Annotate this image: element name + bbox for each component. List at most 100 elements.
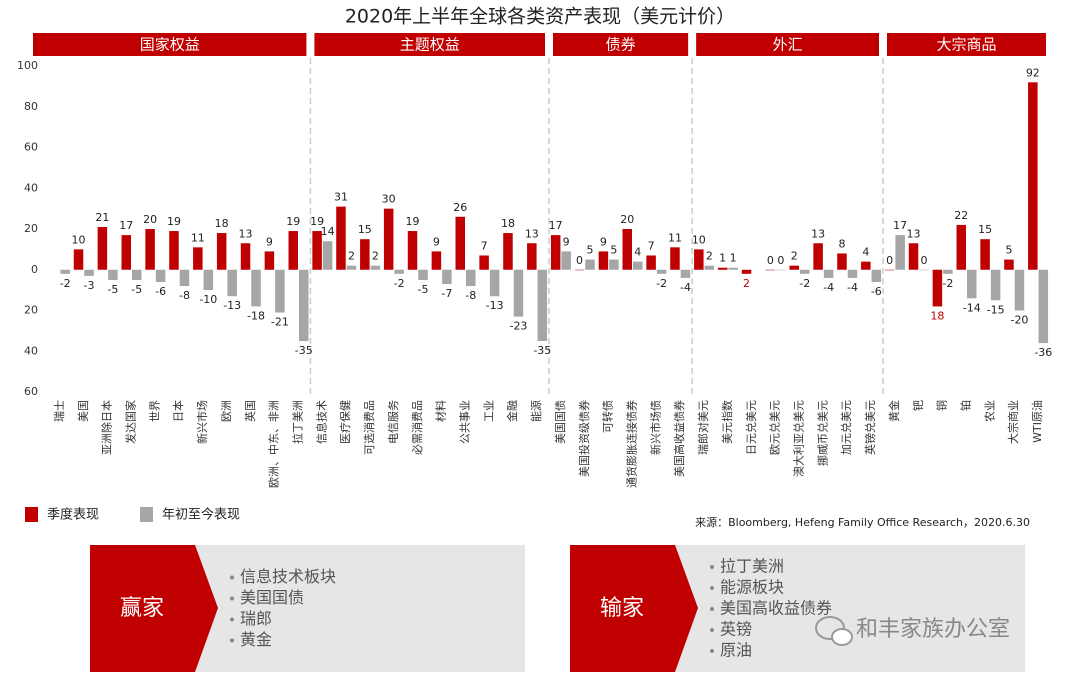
data-label: 2 bbox=[743, 277, 750, 290]
panel-title: 输家 bbox=[600, 596, 644, 621]
bar bbox=[479, 255, 489, 270]
panel-item: 拉丁美洲 bbox=[720, 557, 784, 576]
panel-item: 瑞郎 bbox=[240, 609, 272, 628]
data-label: 4 bbox=[862, 246, 869, 259]
group-label: 主题权益 bbox=[400, 36, 460, 54]
bar bbox=[967, 269, 977, 299]
data-label: 18 bbox=[501, 217, 515, 230]
x-tick-label: 挪威币兑美元 bbox=[815, 400, 829, 466]
wechat-icon bbox=[831, 628, 853, 646]
bullet bbox=[710, 607, 714, 611]
bar bbox=[956, 224, 966, 270]
data-label: 5 bbox=[587, 244, 594, 257]
data-label: 0 bbox=[777, 254, 784, 267]
data-label: -23 bbox=[509, 320, 527, 333]
bar bbox=[980, 239, 990, 270]
x-tick-label: 欧洲 bbox=[220, 400, 233, 422]
x-tick-label: 美国投资级债券 bbox=[577, 400, 591, 477]
data-label: 0 bbox=[767, 254, 774, 267]
data-label: -4 bbox=[847, 281, 858, 294]
data-label: 0 bbox=[921, 254, 928, 267]
bar bbox=[598, 251, 609, 270]
bar bbox=[908, 243, 919, 270]
bar bbox=[813, 243, 823, 270]
x-tick-label: 加元兑美元 bbox=[839, 400, 853, 455]
data-label: 14 bbox=[321, 225, 335, 238]
data-label: -20 bbox=[1010, 314, 1028, 327]
data-label: 4 bbox=[634, 246, 641, 259]
bar bbox=[394, 269, 404, 274]
data-label: -6 bbox=[871, 285, 882, 298]
y-tick-label: 40 bbox=[24, 344, 38, 357]
x-tick-label: 能源 bbox=[529, 400, 543, 422]
data-label: 2 bbox=[348, 250, 355, 263]
panel-item: 黄金 bbox=[240, 630, 272, 649]
data-label: -5 bbox=[107, 283, 118, 296]
x-tick-label: 澳大利亚兑美元 bbox=[792, 400, 806, 477]
data-label: 92 bbox=[1026, 66, 1040, 79]
chart-title: 2020年上半年全球各类资产表现（美元计价） bbox=[345, 6, 735, 28]
x-tick-label: 瑞郎对美元 bbox=[696, 400, 710, 455]
bar bbox=[622, 229, 632, 270]
bar bbox=[884, 269, 895, 271]
x-tick-label: 材料 bbox=[434, 400, 448, 422]
y-tick-label: 40 bbox=[24, 181, 38, 194]
data-label: 0 bbox=[886, 254, 893, 267]
data-label: 9 bbox=[600, 235, 607, 248]
x-tick-label: 瑞士 bbox=[52, 400, 66, 422]
data-label: -3 bbox=[84, 279, 95, 292]
data-label: -2 bbox=[799, 277, 810, 290]
data-label: 10 bbox=[72, 233, 86, 246]
bar bbox=[431, 251, 442, 270]
x-tick-label: WTI原油 bbox=[1030, 400, 1044, 443]
y-tick-label: 0 bbox=[31, 263, 38, 276]
bar bbox=[765, 269, 776, 271]
data-label: 5 bbox=[1005, 244, 1012, 257]
bar bbox=[227, 269, 237, 297]
bar bbox=[275, 269, 285, 313]
bar bbox=[193, 247, 203, 270]
bullet bbox=[230, 617, 234, 622]
panel-title: 赢家 bbox=[120, 596, 164, 621]
data-label: -21 bbox=[271, 316, 289, 329]
bar bbox=[585, 259, 595, 270]
x-tick-label: 欧洲、中东、非洲 bbox=[268, 400, 281, 488]
bar bbox=[990, 269, 1001, 301]
data-label: -8 bbox=[179, 289, 190, 302]
data-label: -2 bbox=[656, 277, 667, 290]
bullet bbox=[710, 565, 714, 569]
data-label: 15 bbox=[358, 223, 372, 236]
x-tick-label: 美国国债 bbox=[553, 400, 567, 444]
bullet bbox=[710, 586, 714, 590]
panel-arrow bbox=[570, 545, 698, 672]
panel-arrow bbox=[90, 545, 218, 672]
x-tick-label: 电信服务 bbox=[387, 400, 400, 444]
data-label: 19 bbox=[167, 215, 181, 228]
bar bbox=[60, 269, 70, 274]
data-label: -5 bbox=[131, 283, 142, 296]
bar bbox=[871, 269, 882, 282]
panel-item: 美国国债 bbox=[240, 588, 304, 607]
bullet bbox=[710, 628, 714, 632]
bar bbox=[919, 269, 929, 271]
data-label: -13 bbox=[223, 299, 241, 312]
bar bbox=[609, 259, 619, 270]
bar bbox=[264, 251, 275, 270]
legend-label: 季度表现 bbox=[47, 507, 99, 523]
group-label: 国家权益 bbox=[140, 36, 200, 54]
bar bbox=[132, 269, 142, 280]
bar bbox=[370, 265, 381, 270]
data-label: -2 bbox=[942, 277, 953, 290]
group-label: 债券 bbox=[606, 36, 636, 54]
data-label: 20 bbox=[620, 213, 634, 226]
data-label: 13 bbox=[907, 227, 921, 240]
wechat-icon bbox=[815, 616, 845, 640]
bar bbox=[680, 269, 691, 278]
x-tick-label: 医疗保健 bbox=[338, 400, 352, 444]
data-label: 13 bbox=[811, 227, 825, 240]
data-label: 19 bbox=[406, 215, 420, 228]
bar bbox=[694, 249, 704, 270]
panel-item: 美国高收益债券 bbox=[720, 599, 832, 618]
y-tick-label: 60 bbox=[24, 385, 38, 398]
